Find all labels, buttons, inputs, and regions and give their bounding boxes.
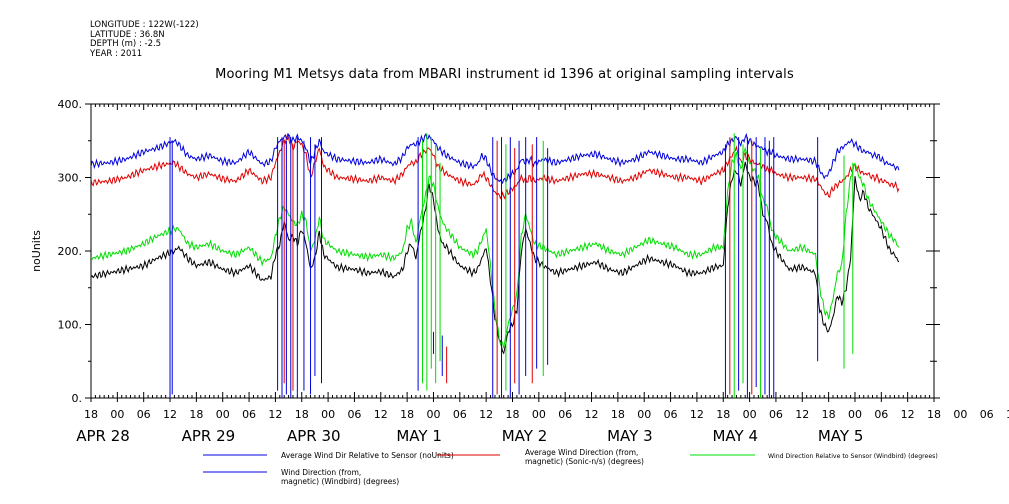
x-date-label: APR 28 [76,427,130,445]
y-axis-label: noUnits [30,230,43,272]
y-tick-label: 0. [72,392,83,405]
x-hour-label: 12 [268,408,282,421]
x-hour-label: 18 [189,408,203,421]
metadata-block: LONGITUDE : 122W(-122) LATITUDE : 36.8N … [90,20,199,59]
y-tick-label: 100. [58,319,83,332]
x-hour-label: 00 [953,408,967,421]
x-date-label: MAY 1 [396,427,442,445]
legend-label: Average Wind Direction (from, [525,448,638,457]
x-date-label: APR 29 [182,427,236,445]
x-hour-label: 12 [374,408,388,421]
x-date-label: APR 30 [287,427,341,445]
x-hour-label: 18 [716,408,730,421]
x-date-label: MAY 5 [818,427,864,445]
x-hour-label: 12 [163,408,177,421]
x-date-label: MAY 3 [607,427,653,445]
x-hour-label: 18 [822,408,836,421]
x-hour-label: 18 [927,408,941,421]
x-hour-label: 18 [400,408,414,421]
x-hour-label: 18 [84,408,98,421]
x-hour-label: 12 [1006,408,1009,421]
y-tick-label: 400. [58,98,83,111]
series-line [91,132,900,200]
series-group [91,132,900,398]
x-hour-label: 06 [874,408,888,421]
x-hour-label: 00 [426,408,440,421]
x-hour-label: 06 [558,408,572,421]
legend-label: magnetic) (Windbird) (degrees) [281,477,399,486]
x-hour-label: 12 [479,408,493,421]
x-hour-label: 00 [110,408,124,421]
x-hour-label: 06 [453,408,467,421]
series-line [91,146,900,349]
x-hour-label: 06 [769,408,783,421]
x-hour-label: 12 [795,408,809,421]
legend-label: Wind Direction Relative to Sensor (Windb… [768,453,938,460]
x-hour-label: 06 [980,408,994,421]
x-date-label: MAY 4 [712,427,758,445]
x-hour-label: 18 [611,408,625,421]
legend-label: Wind Direction (from, [281,468,361,477]
x-hour-label: 18 [506,408,520,421]
legend-label: magnetic) (Sonic-n/s) (degrees) [525,457,644,466]
x-date-label: MAY 2 [502,427,548,445]
x-hour-label: 06 [347,408,361,421]
y-tick-label: 300. [58,172,83,185]
x-hour-label: 06 [664,408,678,421]
x-hour-label: 00 [743,408,757,421]
chart-title: Mooring M1 Metsys data from MBARI instru… [215,67,794,82]
meta-longitude: LONGITUDE : 122W(-122) [90,20,199,30]
x-hour-label: 12 [690,408,704,421]
x-hour-label: 12 [585,408,599,421]
x-hour-label: 00 [532,408,546,421]
y-tick-label: 200. [58,245,83,258]
meta-depth: DEPTH (m) : -2.5 [90,39,162,49]
meta-year: YEAR : 2011 [90,48,143,59]
x-hour-label: 06 [137,408,151,421]
x-hour-label: 00 [848,408,862,421]
meta-latitude: LATITUDE : 36.8N [90,29,165,40]
x-hour-label: 12 [901,408,915,421]
x-hour-label: 00 [637,408,651,421]
x-hour-label: 00 [216,408,230,421]
legend-label: Average Wind Dir Relative to Sensor (noU… [281,451,454,460]
x-hour-label: 00 [321,408,335,421]
x-hour-label: 18 [295,408,309,421]
series-line [91,132,900,184]
x-hour-label: 06 [242,408,256,421]
series-line [91,161,900,355]
